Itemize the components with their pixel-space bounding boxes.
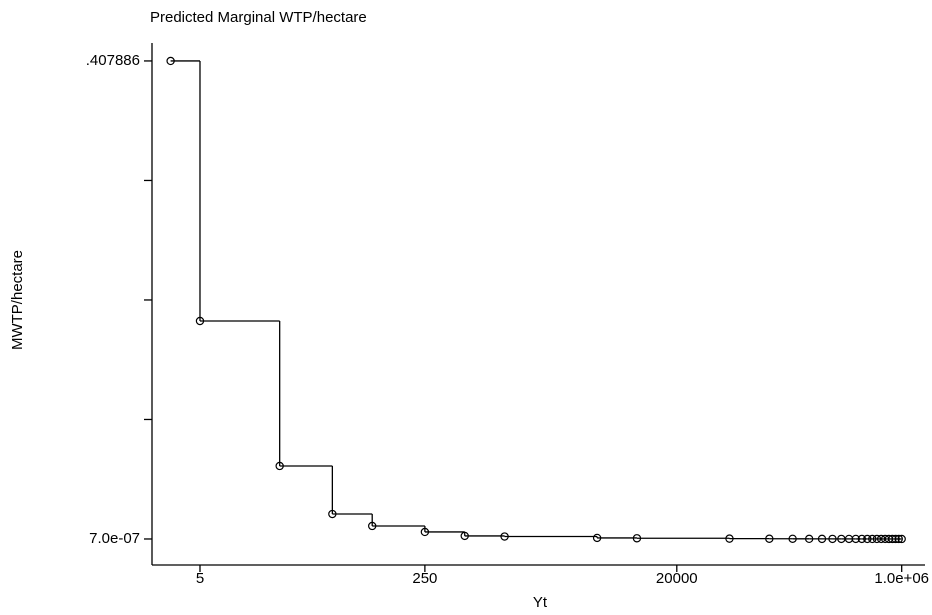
- data-point: [804, 534, 814, 544]
- data-point: [368, 521, 377, 531]
- data-point: [857, 534, 867, 544]
- data-point: [725, 534, 734, 543]
- data-point: [897, 534, 906, 544]
- y-tick-label: 7.0e-07: [89, 530, 140, 547]
- data-point: [460, 531, 469, 541]
- chart-title: Predicted Marginal WTP/hectare: [150, 9, 367, 26]
- x-axis-label: Yt: [533, 594, 548, 611]
- data-point: [328, 509, 337, 519]
- data-point: [828, 534, 837, 544]
- x-tick-label: 1.0e+06: [874, 570, 929, 587]
- y-axis-label: MWTP/hectare: [9, 250, 26, 350]
- data-point: [894, 534, 903, 544]
- data-point: [195, 316, 205, 326]
- data-point: [868, 534, 877, 544]
- data-point: [817, 534, 827, 544]
- x-tick-label: 20000: [656, 570, 698, 587]
- data-point: [420, 527, 430, 537]
- data-point: [592, 533, 602, 543]
- data-point: [765, 534, 774, 543]
- data-point: [275, 461, 284, 471]
- data-point: [500, 532, 509, 541]
- data-point: [632, 534, 642, 543]
- data-point: [788, 534, 797, 544]
- y-tick-label: .407886: [86, 52, 140, 69]
- x-tick-label: 250: [412, 570, 437, 587]
- data-point: [851, 534, 860, 544]
- data-point: [166, 56, 175, 66]
- x-tick-label: 5: [196, 570, 204, 587]
- data-point: [863, 534, 872, 544]
- data-point: [872, 534, 882, 544]
